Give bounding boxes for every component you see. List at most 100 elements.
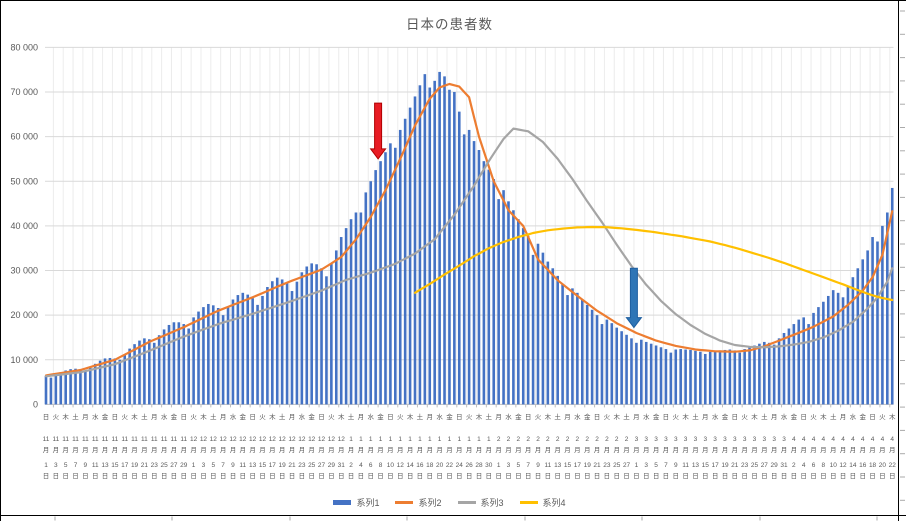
bar[interactable]: [767, 342, 771, 405]
bar[interactable]: [202, 307, 205, 405]
bar[interactable]: [718, 350, 722, 405]
bar[interactable]: [654, 345, 658, 405]
bar[interactable]: [320, 268, 323, 405]
bar[interactable]: [630, 338, 633, 405]
bar[interactable]: [389, 143, 392, 405]
chart-title[interactable]: 日本の患者数: [406, 17, 493, 32]
bar[interactable]: [266, 287, 269, 405]
bar[interactable]: [826, 295, 830, 405]
bar[interactable]: [753, 345, 756, 405]
bar[interactable]: [123, 354, 127, 405]
bar[interactable]: [546, 261, 550, 405]
bar[interactable]: [659, 347, 663, 405]
bar[interactable]: [477, 150, 481, 405]
bar[interactable]: [290, 291, 294, 405]
bar[interactable]: [98, 360, 102, 405]
bar[interactable]: [620, 331, 623, 405]
bar[interactable]: [339, 237, 343, 405]
bar[interactable]: [457, 111, 461, 405]
bar[interactable]: [221, 315, 225, 405]
line-series-2[interactable]: [44, 82, 894, 377]
line-series-4[interactable]: [413, 225, 894, 302]
bar[interactable]: [836, 292, 840, 405]
bar[interactable]: [566, 295, 569, 405]
bar[interactable]: [512, 210, 515, 405]
bar[interactable]: [182, 324, 186, 405]
bar[interactable]: [699, 351, 702, 405]
line-series-3[interactable]: [44, 127, 894, 378]
bar[interactable]: [443, 76, 446, 405]
bar[interactable]: [59, 372, 63, 405]
bar[interactable]: [207, 303, 210, 405]
legend-item-series1[interactable]: 系列1: [333, 496, 379, 509]
bar[interactable]: [886, 212, 889, 405]
bar[interactable]: [881, 225, 884, 405]
bar[interactable]: [797, 319, 801, 405]
bar[interactable]: [197, 311, 200, 405]
bar[interactable]: [310, 263, 313, 405]
bar[interactable]: [649, 343, 653, 405]
bar[interactable]: [305, 266, 309, 405]
bar[interactable]: [423, 74, 427, 405]
bar[interactable]: [541, 252, 545, 405]
bar[interactable]: [359, 212, 363, 405]
bar[interactable]: [817, 307, 820, 405]
bar[interactable]: [772, 344, 776, 405]
bar[interactable]: [733, 350, 737, 405]
bar[interactable]: [605, 319, 609, 405]
bar[interactable]: [610, 323, 614, 405]
bar[interactable]: [580, 299, 584, 405]
bar[interactable]: [231, 299, 235, 405]
bar[interactable]: [344, 228, 348, 405]
bar[interactable]: [748, 347, 751, 405]
bar[interactable]: [438, 71, 441, 405]
legend-item-series4[interactable]: 系列4: [519, 496, 566, 509]
bar[interactable]: [79, 369, 82, 405]
bar[interactable]: [157, 335, 161, 405]
bar[interactable]: [890, 187, 894, 405]
bar[interactable]: [531, 254, 535, 405]
bar[interactable]: [841, 297, 845, 405]
bar[interactable]: [561, 283, 564, 405]
bar[interactable]: [703, 353, 707, 405]
bar[interactable]: [167, 324, 171, 405]
bar[interactable]: [787, 328, 791, 405]
bar[interactable]: [871, 237, 874, 405]
bar[interactable]: [453, 91, 456, 405]
bar[interactable]: [295, 281, 299, 405]
bar[interactable]: [467, 129, 471, 405]
bar[interactable]: [236, 295, 240, 405]
bar[interactable]: [571, 288, 574, 405]
bar[interactable]: [595, 315, 599, 405]
bar[interactable]: [728, 349, 732, 405]
bar[interactable]: [674, 349, 678, 405]
bar[interactable]: [743, 349, 746, 405]
bar[interactable]: [354, 212, 358, 405]
bar[interactable]: [108, 357, 112, 405]
bar[interactable]: [635, 342, 638, 405]
bar[interactable]: [640, 339, 643, 405]
bar[interactable]: [251, 298, 254, 405]
bar[interactable]: [782, 332, 786, 405]
bar[interactable]: [802, 317, 805, 405]
bar[interactable]: [275, 277, 279, 405]
bar[interactable]: [866, 250, 869, 405]
bar[interactable]: [226, 307, 230, 405]
bar[interactable]: [856, 268, 860, 405]
bar[interactable]: [256, 304, 259, 405]
bar[interactable]: [384, 152, 387, 405]
bar[interactable]: [846, 286, 850, 405]
bar[interactable]: [325, 276, 328, 405]
bar[interactable]: [723, 349, 727, 405]
bar[interactable]: [374, 170, 377, 405]
bar[interactable]: [187, 328, 190, 405]
bar[interactable]: [536, 243, 540, 405]
bar[interactable]: [128, 348, 131, 405]
bar[interactable]: [556, 275, 559, 405]
bar[interactable]: [763, 341, 766, 405]
legend-item-series3[interactable]: 系列3: [457, 496, 504, 509]
bar[interactable]: [74, 368, 77, 405]
bar[interactable]: [777, 338, 781, 405]
bar[interactable]: [708, 351, 712, 405]
